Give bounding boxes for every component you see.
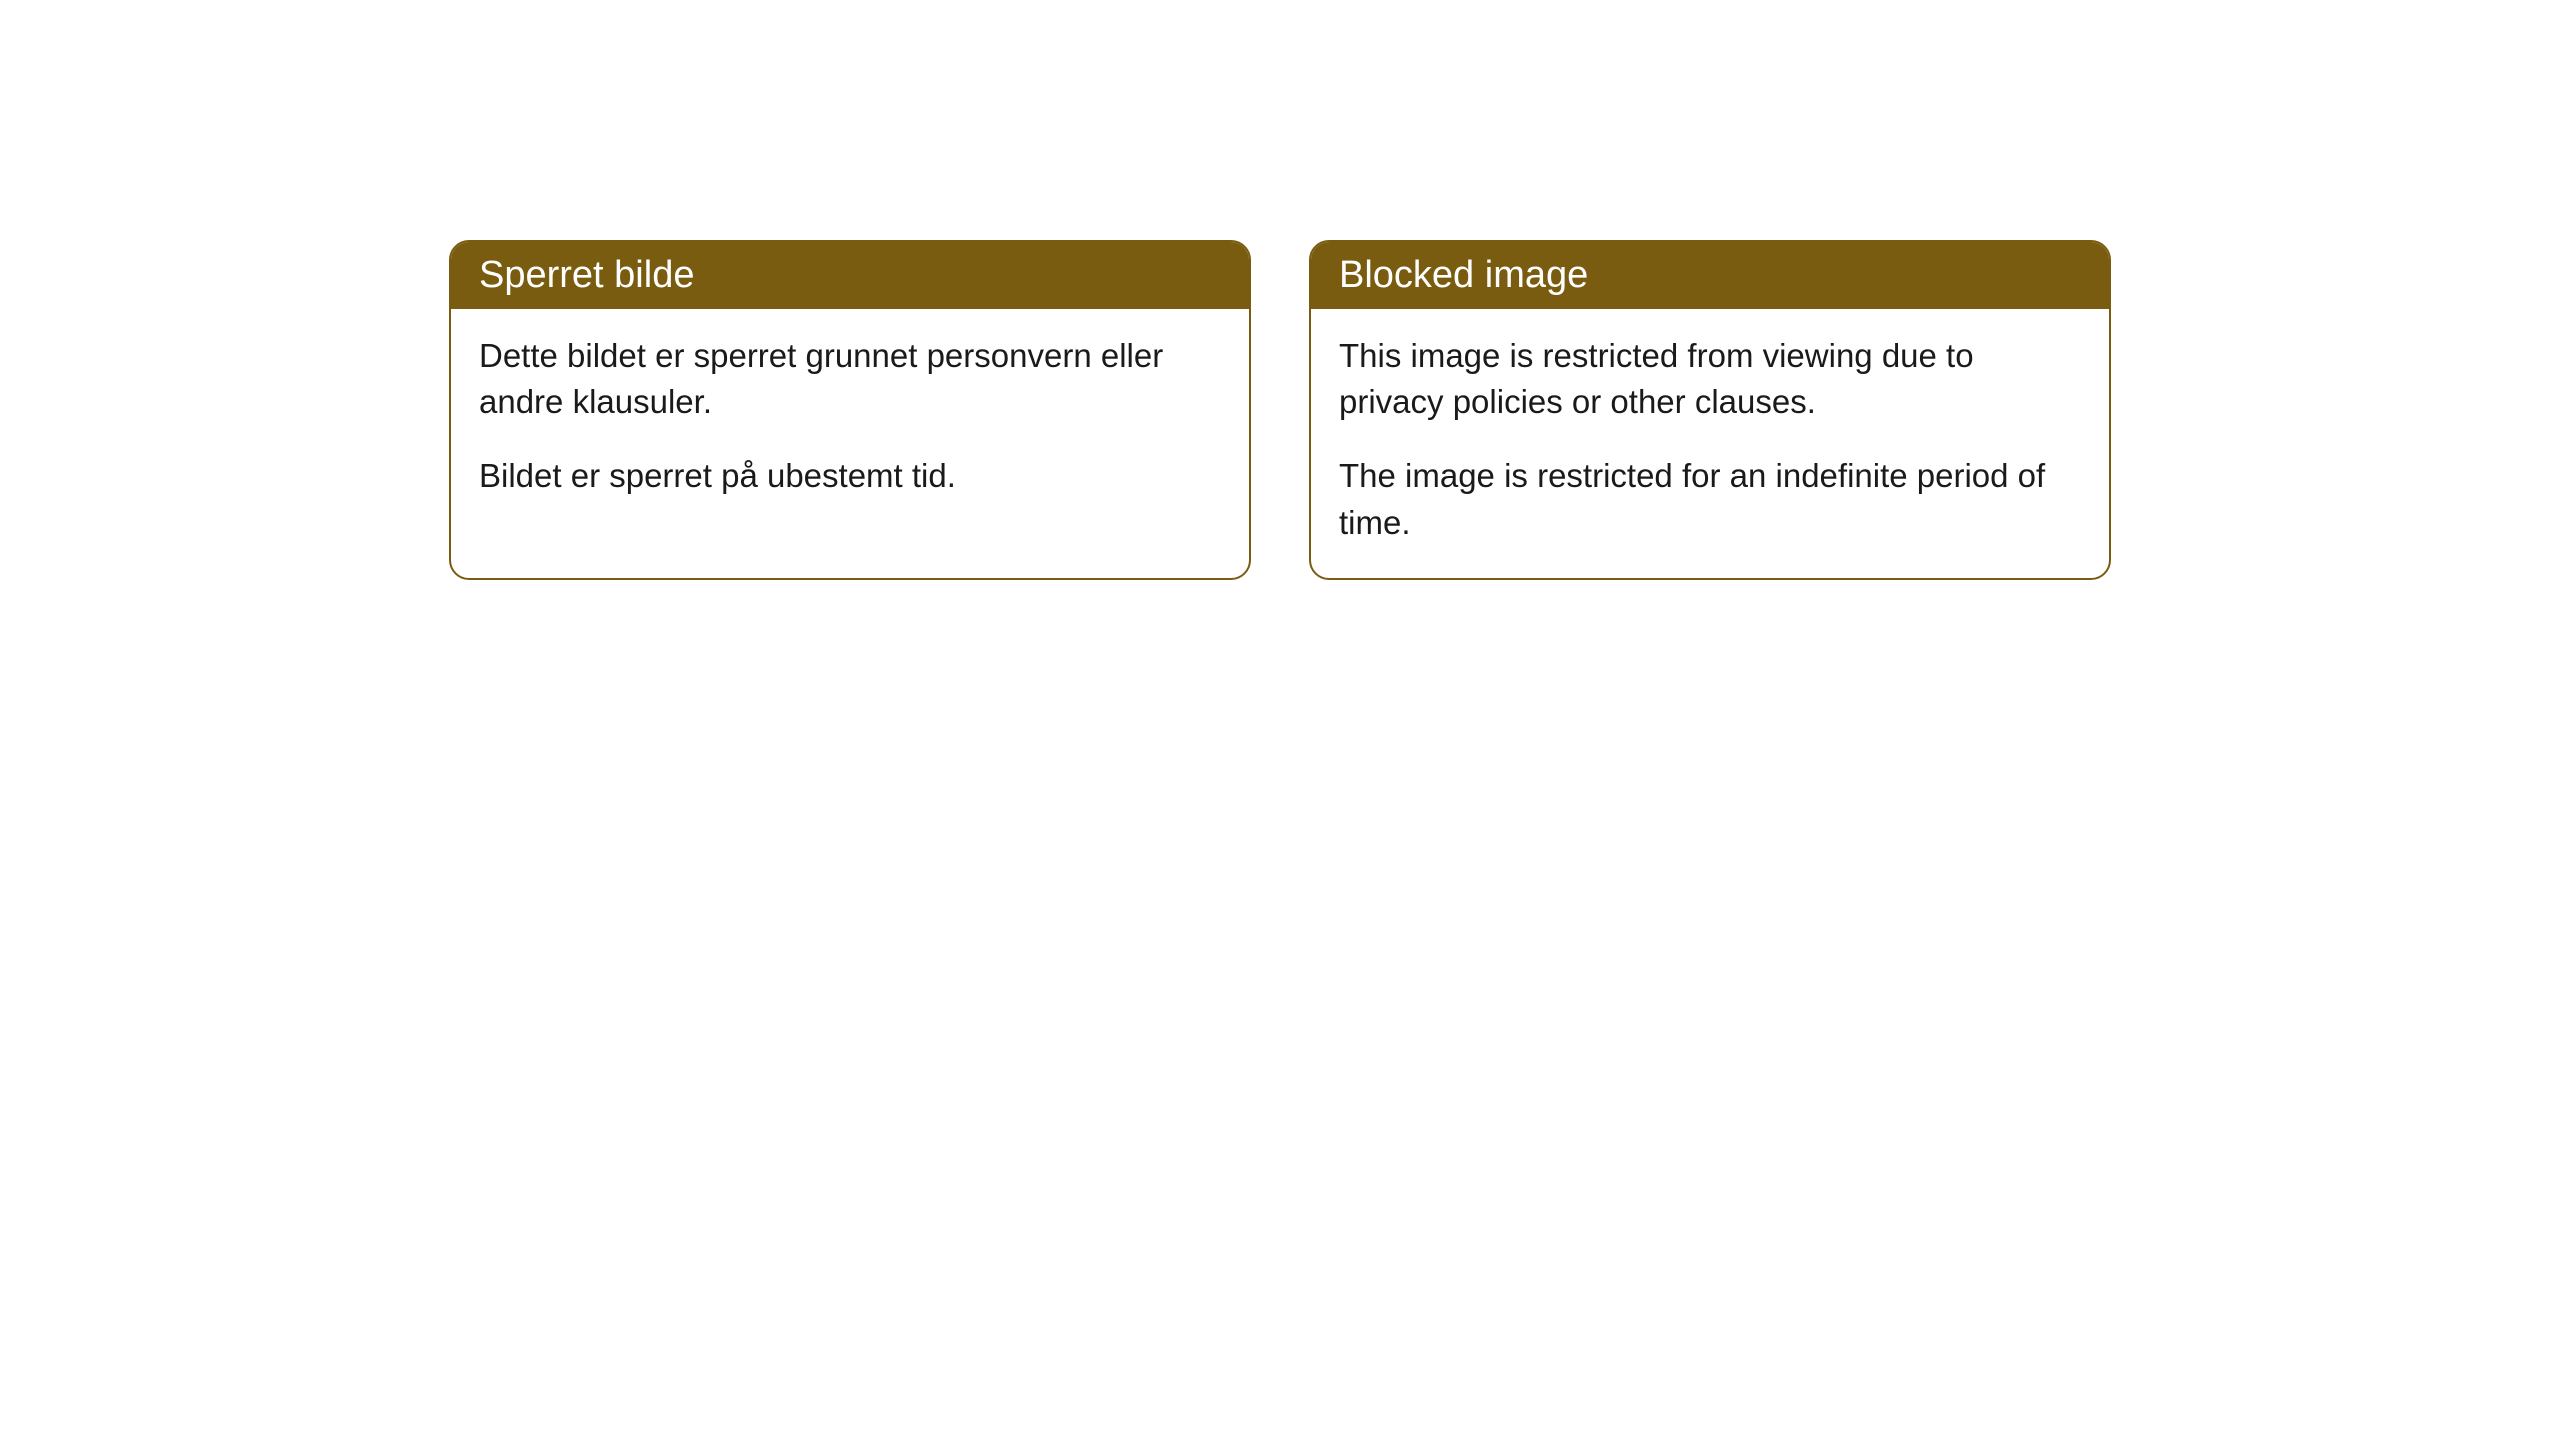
- card-norwegian: Sperret bilde Dette bildet er sperret gr…: [449, 240, 1251, 580]
- card-body-norwegian: Dette bildet er sperret grunnet personve…: [451, 309, 1249, 532]
- cards-container: Sperret bilde Dette bildet er sperret gr…: [449, 240, 2111, 580]
- card-header-norwegian: Sperret bilde: [451, 242, 1249, 309]
- card-paragraph-1: This image is restricted from viewing du…: [1339, 333, 2081, 425]
- card-header-english: Blocked image: [1311, 242, 2109, 309]
- card-paragraph-2: The image is restricted for an indefinit…: [1339, 453, 2081, 545]
- card-paragraph-1: Dette bildet er sperret grunnet personve…: [479, 333, 1221, 425]
- card-paragraph-2: Bildet er sperret på ubestemt tid.: [479, 453, 1221, 499]
- card-body-english: This image is restricted from viewing du…: [1311, 309, 2109, 578]
- card-english: Blocked image This image is restricted f…: [1309, 240, 2111, 580]
